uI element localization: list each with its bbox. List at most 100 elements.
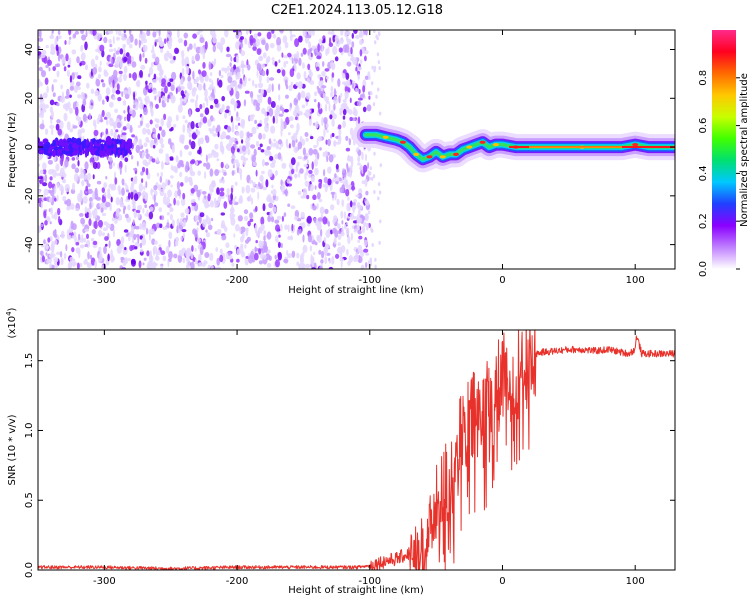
noise-speck — [207, 264, 212, 269]
noise-speck — [254, 83, 258, 89]
noise-speck — [230, 146, 235, 154]
noise-speck — [66, 198, 72, 208]
noise-speck — [326, 129, 329, 133]
noise-speck — [323, 237, 327, 243]
noise-speck — [278, 234, 281, 238]
noise-speck — [148, 156, 151, 165]
noise-speck — [348, 138, 351, 146]
noise-speck — [327, 166, 332, 174]
noise-speck — [301, 104, 306, 109]
noise-speck — [191, 245, 194, 252]
noise-speck — [71, 247, 75, 253]
noise-speck — [168, 231, 173, 240]
noise-speck — [363, 50, 369, 55]
noise-speck — [165, 178, 168, 186]
noise-speck — [362, 221, 367, 227]
noise-speck — [133, 138, 137, 146]
noise-speck — [144, 213, 150, 217]
noise-speck — [352, 202, 356, 206]
noise-speck — [159, 175, 163, 183]
noise-speck — [252, 161, 257, 167]
noise-speck — [334, 192, 337, 201]
x-tick-label: 0 — [499, 576, 505, 587]
noise-speck — [216, 42, 222, 50]
noise-speck — [50, 207, 54, 216]
noise-speck — [98, 229, 103, 237]
noise-speck — [130, 190, 134, 200]
noise-speck — [200, 153, 203, 157]
noise-speck — [81, 169, 85, 174]
noise-speck — [65, 244, 68, 252]
noise-speck — [290, 205, 296, 209]
noise-speck — [142, 44, 148, 52]
noise-speck — [146, 209, 149, 215]
noise-speck — [181, 57, 185, 67]
noise-speck — [68, 30, 72, 36]
noise-speck — [201, 70, 207, 77]
noise-speck — [74, 30, 79, 35]
noise-speck — [102, 82, 106, 88]
noise-speck — [165, 246, 170, 254]
noise-speck — [241, 67, 245, 75]
noise-speck — [284, 224, 289, 230]
noise-speck — [298, 262, 304, 269]
noise-speck — [199, 246, 204, 256]
noise-speck — [75, 156, 79, 161]
noise-speck — [171, 144, 175, 154]
noise-speck — [129, 43, 133, 49]
noise-speck — [226, 46, 230, 52]
noise-speck — [79, 263, 83, 268]
noise-speck — [177, 188, 182, 197]
noise-speck — [274, 219, 280, 224]
noise-speck — [331, 255, 335, 265]
noise-speck — [82, 99, 87, 106]
noise-speck — [45, 45, 49, 49]
noise-speck — [235, 90, 240, 100]
noise-speck — [145, 80, 148, 85]
noise-speck — [177, 254, 183, 263]
noise-speck — [98, 253, 102, 263]
noise-speck — [60, 185, 65, 195]
noise-speck — [40, 250, 44, 257]
noise-speck — [198, 253, 202, 263]
noise-speck — [184, 56, 190, 65]
noise-speck — [312, 122, 316, 126]
noise-speck — [184, 208, 190, 215]
noise-speck — [141, 152, 144, 160]
noise-speck — [120, 236, 125, 244]
noise-speck — [99, 44, 105, 52]
noise-speck — [196, 189, 201, 198]
noise-speck — [326, 123, 329, 129]
noise-speck — [225, 242, 230, 248]
noise-speck — [85, 64, 88, 71]
noise-speck — [365, 222, 369, 231]
noise-speck — [120, 134, 123, 138]
noise-speck — [117, 185, 121, 192]
noise-speck — [60, 230, 65, 239]
noise-speck — [254, 224, 258, 234]
noise-speck — [63, 252, 67, 260]
noise-speck — [302, 30, 307, 37]
noise-speck — [280, 123, 285, 132]
noise-speck — [313, 251, 316, 256]
noise-speck — [342, 169, 347, 178]
noise-speck — [189, 139, 192, 146]
noise-speck — [358, 31, 364, 38]
noise-speck — [123, 56, 128, 62]
noise-speck — [308, 118, 312, 127]
colorbar-tick-label: 0.8 — [698, 70, 709, 86]
noise-speck — [130, 184, 135, 193]
noise-speck — [240, 226, 246, 233]
noise-speck — [260, 223, 265, 231]
noise-speck — [51, 168, 55, 174]
noise-speck — [153, 73, 157, 81]
noise-speck — [138, 260, 142, 269]
noise-speck — [192, 70, 195, 80]
noise-speck — [345, 147, 351, 152]
noise-speck — [132, 72, 137, 81]
noise-speck — [323, 128, 326, 138]
noise-speck — [251, 154, 256, 163]
noise-speck — [266, 231, 272, 240]
noise-speck — [351, 185, 356, 191]
noise-speck — [183, 32, 189, 39]
